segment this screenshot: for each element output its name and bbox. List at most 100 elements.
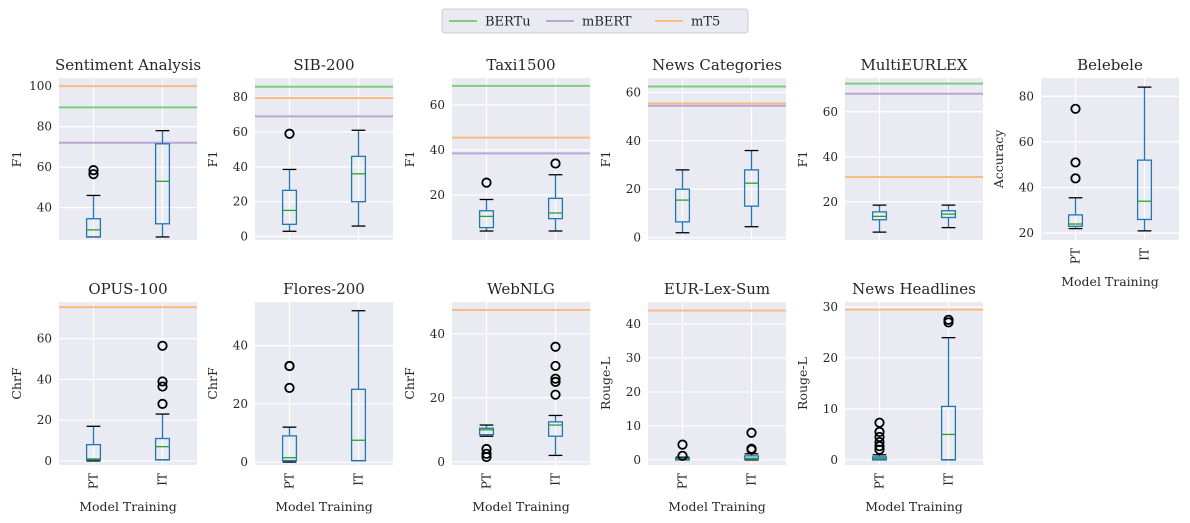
box-pt bbox=[1067, 103, 1084, 230]
panel-background bbox=[845, 78, 983, 240]
panel-title: Taxi1500 bbox=[486, 56, 555, 74]
x-tick-label-pt: PT bbox=[87, 473, 101, 489]
box-it bbox=[743, 427, 760, 461]
y-axis-label: Accuracy bbox=[991, 129, 1006, 190]
panel-multieurlex: 20 40 60 MultiEURLEX F1 bbox=[795, 56, 983, 240]
panel-background bbox=[1041, 78, 1179, 240]
y-axis-label: F1 bbox=[9, 151, 24, 168]
y-tick-label: 60 bbox=[1019, 135, 1034, 149]
box-it bbox=[547, 158, 564, 232]
y-axis-label: ChrF bbox=[402, 367, 417, 400]
outlier-point bbox=[88, 165, 99, 176]
x-tick-label-it: IT bbox=[352, 473, 366, 486]
outlier-point bbox=[157, 376, 168, 387]
panel-background bbox=[845, 302, 983, 465]
outlier-point bbox=[1070, 103, 1081, 114]
panel-title: Flores-200 bbox=[283, 280, 365, 298]
box-pt bbox=[871, 204, 888, 233]
y-tick-label: 20 bbox=[823, 195, 838, 209]
panel-taxi1500: 20 40 60 Taxi1500 F1 bbox=[402, 56, 590, 240]
y-tick-label: 60 bbox=[233, 125, 248, 139]
outlier-point bbox=[88, 169, 99, 180]
y-tick-label: 10 bbox=[626, 419, 641, 433]
box-it bbox=[154, 129, 171, 238]
outlier-point bbox=[550, 341, 561, 352]
box-it bbox=[1136, 86, 1153, 232]
y-tick-label: 40 bbox=[37, 372, 52, 386]
legend: BERTu mBERT mT5 bbox=[441, 8, 749, 34]
outlier-point bbox=[677, 439, 688, 450]
outlier-point bbox=[284, 360, 295, 372]
y-tick-label: 80 bbox=[233, 90, 248, 104]
x-tick-label-it: IT bbox=[156, 473, 170, 486]
y-tick-label: 40 bbox=[233, 339, 248, 353]
y-tick-label: 60 bbox=[37, 160, 52, 174]
y-tick-label: 20 bbox=[1019, 226, 1034, 240]
outlier-point bbox=[943, 314, 954, 325]
outlier-point bbox=[746, 443, 757, 454]
y-axis-label: F1 bbox=[795, 151, 810, 168]
y-tick-label: 40 bbox=[233, 160, 248, 174]
y-tick-label: 0 bbox=[44, 454, 52, 468]
x-tick-label-it: IT bbox=[745, 473, 759, 486]
y-tick-label: 20 bbox=[823, 351, 838, 365]
outlier-point bbox=[550, 376, 561, 388]
outlier-point bbox=[677, 450, 688, 461]
outlier-point bbox=[1070, 157, 1081, 168]
iqr-box bbox=[743, 455, 760, 460]
panel-webnlg: 0 20 40 WebNLG ChrF PT IT Model Training bbox=[402, 280, 590, 514]
y-tick-label: 40 bbox=[430, 143, 445, 157]
y-tick-label: 0 bbox=[240, 230, 248, 244]
y-tick-label: 20 bbox=[430, 391, 445, 405]
x-tick-label-pt: PT bbox=[676, 473, 690, 489]
x-axis-label: Model Training bbox=[79, 499, 177, 514]
outlier-point bbox=[550, 158, 561, 169]
panel-background bbox=[59, 302, 197, 465]
panel-title: WebNLG bbox=[487, 280, 555, 298]
panel-title: SIB-200 bbox=[293, 56, 354, 74]
box-pt bbox=[674, 169, 691, 234]
y-tick-label: 20 bbox=[233, 195, 248, 209]
x-tick-label-pt: PT bbox=[1069, 248, 1083, 264]
y-tick-label: 0 bbox=[830, 453, 838, 467]
box-it bbox=[940, 314, 957, 461]
iqr-box bbox=[281, 435, 298, 462]
outlier-point bbox=[874, 431, 885, 443]
box-pt bbox=[281, 360, 298, 463]
y-axis-label: F1 bbox=[205, 151, 220, 168]
panel-background bbox=[648, 78, 786, 240]
y-tick-label: 80 bbox=[1019, 89, 1034, 103]
box-pt bbox=[674, 439, 691, 461]
y-tick-label: 60 bbox=[626, 86, 641, 100]
iqr-box bbox=[350, 155, 367, 203]
y-tick-label: 20 bbox=[37, 413, 52, 427]
outlier-point bbox=[481, 448, 492, 459]
y-tick-label: 40 bbox=[430, 327, 445, 341]
box-it bbox=[154, 340, 171, 461]
box-pt bbox=[85, 165, 102, 238]
outlier-point bbox=[157, 381, 168, 392]
y-axis-label: Rouge-L bbox=[795, 357, 810, 410]
x-tick-label-it: IT bbox=[1138, 248, 1152, 261]
x-axis-label: Model Training bbox=[472, 499, 570, 514]
panel-background bbox=[452, 78, 590, 240]
x-tick-label-pt: PT bbox=[283, 473, 297, 489]
y-tick-label: 60 bbox=[37, 332, 52, 346]
panel-title: MultiEURLEX bbox=[860, 56, 967, 74]
outlier-point bbox=[481, 443, 492, 455]
iqr-box bbox=[154, 437, 171, 461]
y-tick-label: 40 bbox=[1019, 181, 1034, 195]
legend-label-bertu: BERTu bbox=[485, 15, 531, 30]
iqr-box bbox=[940, 405, 957, 461]
y-tick-label: 0 bbox=[633, 231, 641, 245]
iqr-box bbox=[350, 388, 367, 462]
panel-title: Belebele bbox=[1077, 56, 1143, 74]
y-tick-label: 40 bbox=[37, 201, 52, 215]
panel-background bbox=[59, 78, 197, 240]
legend-item-bertu: BERTu bbox=[449, 15, 531, 30]
panel-title: Sentiment Analysis bbox=[55, 56, 201, 74]
y-tick-label: 0 bbox=[633, 453, 641, 467]
legend-label-mbert: mBERT bbox=[582, 15, 632, 30]
